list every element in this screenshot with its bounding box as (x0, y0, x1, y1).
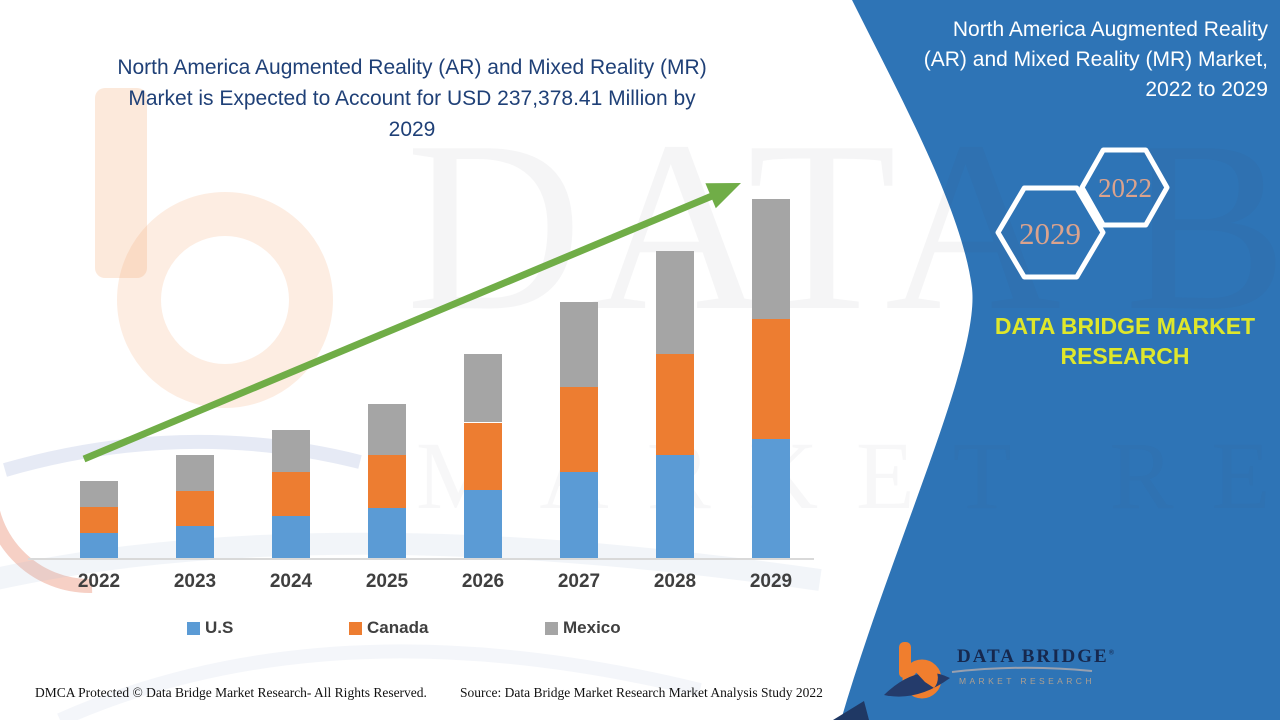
x-axis-label-2027: 2027 (557, 571, 601, 592)
bar-segment-us-2024 (272, 516, 310, 558)
hexagon-2022-label: 2022 (1098, 173, 1152, 203)
source-note: Source: Data Bridge Market Research Mark… (460, 685, 823, 700)
legend-label: Mexico (563, 618, 621, 637)
bar-segment-canada-2029 (752, 318, 790, 440)
bar-segment-us-2025 (368, 508, 406, 558)
bar-segment-canada-2022 (80, 507, 118, 534)
legend-swatch-icon (545, 621, 558, 635)
legend-swatch-icon (349, 621, 362, 635)
registered-mark: ® (1108, 648, 1116, 657)
brand-text-line1: DATA BRIDGE MARKET (994, 313, 1256, 339)
bar-segment-mexico-2025 (368, 404, 406, 456)
hexagon-2029-label: 2029 (1019, 216, 1081, 251)
chart-title-line2: Market is Expected to Account for USD 23… (128, 87, 696, 110)
hexagon-2022 (1079, 147, 1170, 228)
bar-segment-mexico-2024 (272, 430, 310, 473)
logo-brand-name: DATA BRIDGE® (957, 646, 1116, 668)
x-axis-label-2025: 2025 (365, 571, 409, 592)
logo-subtitle: MARKET RESEARCH (959, 676, 1095, 686)
x-axis-label-2022: 2022 (77, 571, 121, 592)
legend-label: Canada (367, 618, 429, 637)
panel-title-line2: (AR) and Mixed Reality (MR) Market, (923, 48, 1268, 71)
bar-segment-mexico-2026 (464, 353, 502, 423)
chart-title-line3: 2029 (388, 118, 436, 141)
x-axis-label-2029: 2029 (749, 571, 793, 592)
panel-title: North America Augmented Reality (AR) and… (840, 15, 1268, 105)
x-axis-label-2026: 2026 (461, 571, 505, 592)
bar-segment-mexico-2028 (656, 250, 694, 354)
bar-segment-us-2026 (464, 490, 502, 558)
legend-item-mexico: Mexico (545, 618, 621, 638)
panel-title-line1: North America Augmented Reality (952, 18, 1268, 41)
bar-segment-mexico-2022 (80, 481, 118, 508)
x-axis-line (28, 558, 814, 560)
bar-segment-canada-2025 (368, 455, 406, 509)
bar-segment-canada-2023 (176, 491, 214, 527)
logo-brand-text: DATA BRIDGE (957, 646, 1109, 667)
bar-segment-us-2029 (752, 439, 790, 558)
bar-segment-us-2027 (560, 472, 598, 558)
navy-corner-accent (833, 701, 869, 720)
hexagon-2029 (995, 185, 1106, 280)
x-axis-label-2028: 2028 (653, 571, 697, 592)
chart-title: North America Augmented Reality (AR) and… (40, 52, 784, 145)
bar-segment-us-2023 (176, 526, 214, 558)
panel-title-line3: 2022 to 2029 (1145, 78, 1268, 101)
brand-text: DATA BRIDGE MARKET RESEARCH (975, 311, 1275, 371)
x-axis-label-2023: 2023 (173, 571, 217, 592)
bar-segment-us-2028 (656, 455, 694, 558)
bar-segment-canada-2028 (656, 353, 694, 456)
bar-segment-canada-2024 (272, 472, 310, 517)
brand-text-line2: RESEARCH (1060, 343, 1190, 369)
bar-segment-mexico-2029 (752, 199, 790, 319)
bar-segment-mexico-2027 (560, 301, 598, 387)
chart-title-line1: North America Augmented Reality (AR) and… (117, 56, 707, 79)
bar-segment-canada-2027 (560, 386, 598, 473)
bar-segment-us-2022 (80, 533, 118, 558)
legend-label: U.S (205, 618, 234, 637)
legend-item-canada: Canada (349, 618, 428, 638)
x-axis-label-2024: 2024 (269, 571, 313, 592)
dmca-notice: DMCA Protected © Data Bridge Market Rese… (35, 685, 427, 700)
bar-segment-canada-2026 (464, 422, 502, 491)
legend-item-us: U.S (187, 618, 233, 638)
legend-swatch-icon (187, 621, 200, 635)
bar-segment-mexico-2023 (176, 455, 214, 492)
